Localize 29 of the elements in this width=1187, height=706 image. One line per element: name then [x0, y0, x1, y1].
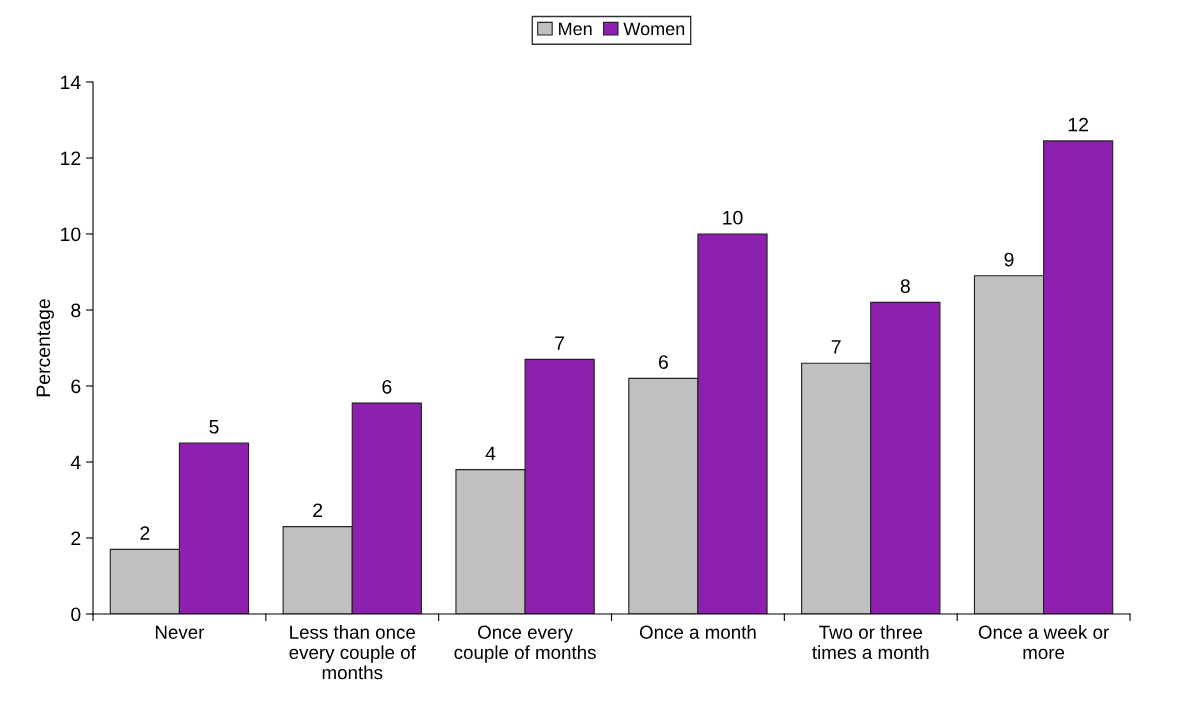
- data-label: 7: [555, 336, 565, 350]
- x-tick-label: Once a month: [639, 625, 756, 639]
- y-tick-label: 10: [61, 227, 81, 242]
- y-tick-label: 8: [71, 303, 81, 318]
- y-axis-title: Percentage: [36, 299, 55, 397]
- y-tick-label: 14: [61, 75, 81, 90]
- data-label: 2: [140, 526, 150, 540]
- x-tick-label: Once every couple of months: [454, 625, 596, 663]
- x-tick-label: Never: [155, 625, 205, 639]
- y-tick-label: 12: [61, 151, 81, 166]
- data-label: 7: [831, 340, 841, 354]
- data-label: 6: [382, 379, 392, 394]
- legend-label: Women: [623, 22, 685, 36]
- data-label: 6: [658, 355, 668, 369]
- y-tick-label: 6: [71, 379, 81, 394]
- data-label: 8: [900, 279, 910, 293]
- data-label: 4: [485, 446, 496, 461]
- data-label: 12: [1068, 117, 1088, 132]
- x-tick-label: Less than once every couple of months: [289, 625, 416, 680]
- data-label: 2: [313, 503, 323, 518]
- y-tick-label: 4: [70, 455, 81, 470]
- y-tick-label: 0: [71, 607, 81, 622]
- legend-label: Men: [559, 22, 592, 36]
- data-label: 10: [723, 210, 743, 225]
- x-tick-label: Once a week or more: [978, 625, 1109, 660]
- x-tick-label: Two or three times a month: [812, 625, 929, 660]
- data-label: 9: [1004, 252, 1014, 267]
- data-label: 5: [209, 420, 219, 434]
- y-tick-label: 2: [71, 531, 81, 546]
